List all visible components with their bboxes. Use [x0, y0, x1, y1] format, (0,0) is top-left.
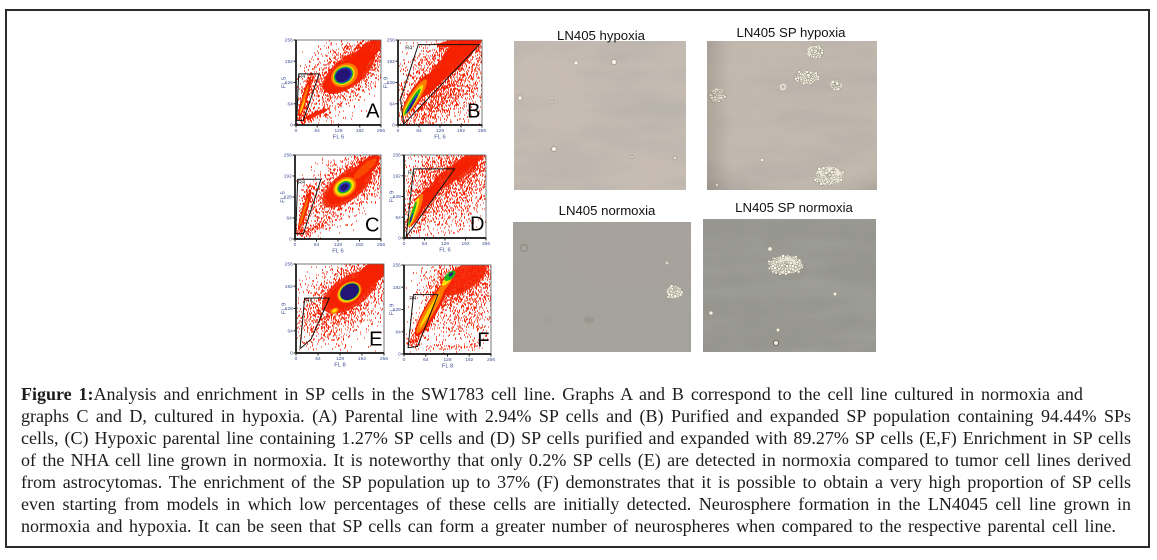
svg-text:R4: R4	[298, 74, 305, 80]
svg-text:FL 9: FL 9	[390, 304, 396, 315]
svg-text:0: 0	[398, 352, 401, 358]
svg-text:0: 0	[290, 123, 293, 129]
svg-text:0: 0	[403, 357, 406, 363]
svg-text:256: 256	[478, 128, 486, 134]
svg-text:256: 256	[377, 128, 385, 134]
svg-text:FL 8: FL 8	[334, 363, 345, 369]
svg-text:256: 256	[377, 242, 385, 248]
svg-text:FL 6: FL 6	[332, 249, 343, 255]
svg-text:R4: R4	[409, 296, 416, 302]
svg-text:64: 64	[423, 357, 429, 363]
svg-text:0: 0	[290, 351, 293, 357]
svg-text:128: 128	[393, 307, 401, 313]
svg-text:0: 0	[295, 356, 298, 362]
svg-text:64: 64	[315, 128, 321, 134]
svg-text:0: 0	[403, 241, 406, 247]
svg-text:192: 192	[387, 59, 395, 65]
svg-text:0: 0	[397, 128, 400, 134]
svg-text:128: 128	[284, 195, 292, 201]
svg-text:128: 128	[436, 128, 444, 134]
svg-text:B: B	[467, 101, 480, 123]
svg-text:C: C	[365, 215, 379, 237]
svg-text:256: 256	[284, 153, 292, 159]
svg-text:R4: R4	[408, 171, 415, 177]
svg-text:64: 64	[389, 102, 395, 108]
svg-text:256: 256	[487, 357, 495, 363]
svg-text:FL 6: FL 6	[439, 248, 450, 254]
svg-text:R4: R4	[298, 180, 305, 186]
svg-text:192: 192	[465, 357, 473, 363]
svg-text:0: 0	[295, 128, 298, 134]
svg-text:64: 64	[315, 356, 321, 362]
svg-text:256: 256	[393, 153, 401, 159]
svg-text:FL 5: FL 5	[281, 191, 287, 202]
svg-text:0: 0	[289, 237, 292, 243]
svg-text:128: 128	[441, 241, 449, 247]
svg-text:E: E	[369, 329, 382, 351]
svg-text:FL 9: FL 9	[282, 303, 288, 314]
svg-text:192: 192	[356, 128, 364, 134]
svg-text:128: 128	[285, 306, 293, 312]
svg-text:128: 128	[285, 80, 293, 86]
svg-text:64: 64	[287, 102, 293, 108]
svg-text:128: 128	[336, 356, 344, 362]
svg-text:0: 0	[398, 236, 401, 242]
svg-text:D: D	[470, 214, 484, 236]
svg-text:FL 9: FL 9	[390, 191, 396, 202]
svg-text:192: 192	[393, 285, 401, 291]
svg-text:256: 256	[380, 356, 388, 362]
svg-text:192: 192	[355, 242, 363, 248]
svg-text:256: 256	[285, 38, 293, 44]
svg-text:192: 192	[358, 356, 366, 362]
svg-text:128: 128	[334, 128, 342, 134]
svg-text:256: 256	[285, 262, 293, 268]
svg-text:256: 256	[387, 38, 395, 44]
svg-text:192: 192	[393, 173, 401, 179]
svg-text:64: 64	[422, 241, 428, 247]
svg-text:128: 128	[443, 357, 451, 363]
svg-text:192: 192	[284, 174, 292, 180]
svg-text:FL 9: FL 9	[384, 77, 390, 88]
svg-text:192: 192	[457, 128, 465, 134]
svg-text:192: 192	[461, 241, 469, 247]
svg-text:0: 0	[294, 242, 297, 248]
svg-text:64: 64	[416, 128, 422, 134]
svg-text:F: F	[477, 330, 489, 352]
svg-text:64: 64	[287, 328, 293, 334]
svg-text:64: 64	[395, 215, 401, 221]
svg-text:256: 256	[482, 241, 490, 247]
svg-text:64: 64	[314, 242, 320, 248]
svg-text:FL 6: FL 6	[333, 135, 344, 141]
svg-text:FL 5: FL 5	[282, 77, 288, 88]
svg-text:256: 256	[393, 263, 401, 269]
svg-text:128: 128	[393, 194, 401, 200]
svg-text:128: 128	[387, 80, 395, 86]
svg-text:R4: R4	[405, 45, 412, 51]
svg-text:FL 6: FL 6	[434, 135, 445, 141]
svg-text:64: 64	[286, 216, 292, 222]
svg-text:192: 192	[285, 59, 293, 65]
svg-text:192: 192	[285, 284, 293, 290]
svg-text:0: 0	[392, 123, 395, 129]
svg-text:64: 64	[395, 329, 401, 335]
svg-text:128: 128	[334, 242, 342, 248]
svg-text:A: A	[366, 101, 380, 123]
svg-text:FL 8: FL 8	[442, 364, 453, 370]
svg-text:R4: R4	[306, 299, 313, 305]
